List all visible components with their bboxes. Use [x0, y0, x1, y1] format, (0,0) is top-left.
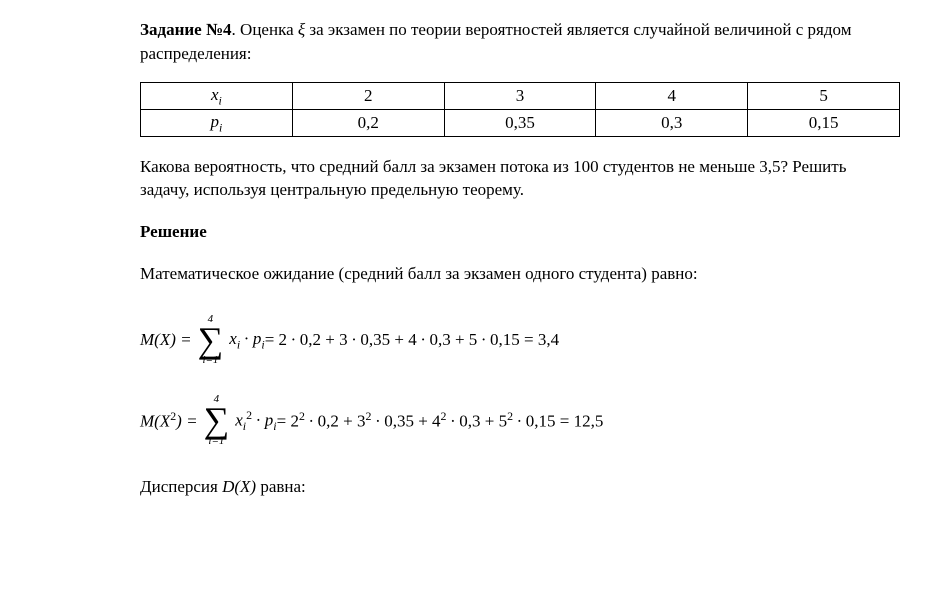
- table-cell: 0,2: [292, 109, 444, 136]
- row-label-x: xi: [141, 82, 293, 109]
- mx2-rhs: = 22 ∙ 0,2 + 32 ∙ 0,35 + 42 ∙ 0,3 + 52 ∙…: [277, 408, 604, 433]
- table-row: xi 2 3 4 5: [141, 82, 900, 109]
- table-cell: 5: [748, 82, 900, 109]
- summand: xi ∙ pi: [229, 327, 264, 353]
- solution-heading: Решение: [140, 220, 900, 244]
- mx-rhs: = 2 ∙ 0,2 + 3 ∙ 0,35 + 4 ∙ 0,3 + 5 ∙ 0,1…: [265, 328, 559, 352]
- sigma-icon: ∑: [204, 405, 230, 436]
- expectation-formula: M(X) = 4 ∑ i=1 xi ∙ pi = 2 ∙ 0,2 + 3 ∙ 0…: [140, 314, 900, 367]
- sum-symbol: 4 ∑ i=1: [204, 394, 230, 447]
- question-text: Какова вероятность, что средний балл за …: [140, 155, 900, 203]
- sigma-icon: ∑: [198, 325, 224, 356]
- variance-intro: Дисперсия D(X) равна:: [140, 475, 900, 499]
- expectation-intro: Математическое ожидание (средний балл за…: [140, 262, 900, 286]
- table-cell: 0,3: [596, 109, 748, 136]
- distribution-table: xi 2 3 4 5 pi 0,2 0,35 0,3 0,15: [140, 82, 900, 137]
- mx2-lhs: M(X2) =: [140, 408, 198, 433]
- table-cell: 3: [444, 82, 596, 109]
- table-cell: 0,15: [748, 109, 900, 136]
- summand: xi2 ∙ pi: [235, 407, 276, 435]
- mx-lhs: M(X) =: [140, 328, 192, 352]
- table-row: pi 0,2 0,35 0,3 0,15: [141, 109, 900, 136]
- row-label-p: pi: [141, 109, 293, 136]
- table-cell: 2: [292, 82, 444, 109]
- table-cell: 4: [596, 82, 748, 109]
- second-moment-formula: M(X2) = 4 ∑ i=1 xi2 ∙ pi = 22 ∙ 0,2 + 32…: [140, 394, 900, 447]
- task-intro-1: . Оценка: [232, 20, 298, 39]
- sum-symbol: 4 ∑ i=1: [198, 314, 224, 367]
- task-header: Задание №4. Оценка ξ за экзамен по теори…: [140, 18, 900, 66]
- task-label: Задание №4: [140, 20, 232, 39]
- document-page: Задание №4. Оценка ξ за экзамен по теори…: [140, 18, 900, 499]
- table-cell: 0,35: [444, 109, 596, 136]
